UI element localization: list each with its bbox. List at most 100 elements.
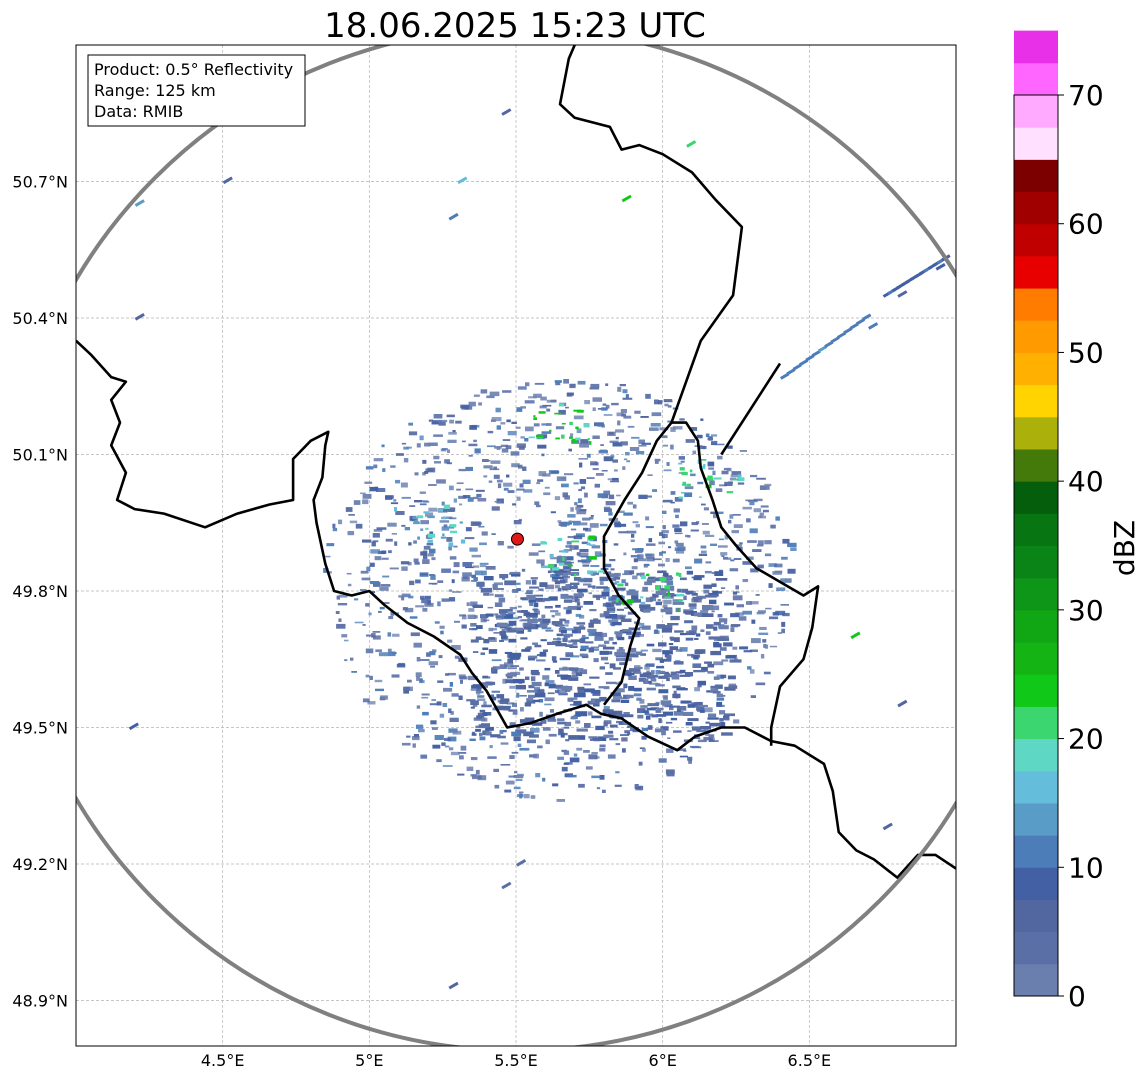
echo-bin [592, 397, 602, 402]
echo-bin [632, 548, 641, 551]
echo-bin [373, 458, 384, 462]
echo-bin [517, 773, 524, 776]
echo-bin [434, 621, 440, 624]
echo-isolated-bin [457, 176, 468, 185]
echo-bin [408, 422, 413, 426]
echo-bin [541, 423, 548, 426]
colorbar-swatch [1014, 963, 1058, 997]
echo-bin [497, 735, 506, 739]
echo-bin [599, 613, 607, 618]
echo-bin [462, 562, 473, 567]
colorbar-swatch [1014, 416, 1058, 450]
echo-bin [669, 706, 674, 711]
echo-bin [703, 707, 713, 713]
echo-bin [551, 621, 563, 625]
echo-bin [658, 670, 666, 674]
echo-bin [661, 627, 672, 633]
echo-bin [696, 649, 706, 654]
echo-bin [526, 594, 536, 600]
echo-bin [391, 674, 400, 678]
echo-bin [672, 685, 681, 689]
echo-bin [616, 608, 624, 611]
echo-bin [547, 570, 552, 574]
echo-bin [473, 439, 477, 443]
echo-bin [564, 633, 573, 637]
echo-bin [493, 474, 500, 479]
echo-bin [499, 664, 507, 669]
echo-bin [583, 750, 590, 753]
echo-bin [719, 718, 724, 722]
echo-bin [533, 602, 539, 608]
echo-bin [578, 590, 583, 596]
echo-bin [332, 527, 338, 532]
colorbar-swatch [1014, 545, 1058, 579]
echo-bin [323, 555, 331, 558]
colorbar-swatch [1014, 802, 1058, 836]
echo-bin [538, 618, 545, 621]
colorbar-swatch [1014, 899, 1058, 933]
echo-bin [485, 726, 494, 731]
echo-bin [652, 489, 658, 492]
echo-bin [676, 671, 683, 674]
echo-bin [687, 704, 696, 708]
echo-bin [345, 507, 353, 512]
echo-bin [468, 401, 476, 407]
echo-bin [569, 757, 580, 763]
echo-bin [774, 563, 783, 568]
echo-bin [532, 722, 543, 726]
echo-bin [407, 561, 412, 566]
echo-bin [727, 675, 736, 680]
echo-bin [703, 589, 710, 594]
echo-bin [602, 646, 615, 650]
echo-bin [585, 641, 594, 644]
echo-bin [692, 450, 696, 455]
echo-bin [750, 695, 756, 698]
echo-bin [667, 737, 671, 739]
echo-strong-bin [678, 496, 684, 499]
echo-bin [719, 647, 727, 651]
echo-bin [603, 587, 610, 592]
echo-bin [664, 704, 673, 708]
echo-bin [503, 487, 509, 491]
echo-bin [686, 570, 693, 575]
echo-bin [675, 514, 679, 519]
echo-bin [483, 701, 487, 707]
echo-bin [422, 459, 427, 464]
echo-bin [593, 618, 599, 621]
echo-bin [743, 650, 753, 653]
echo-bin [701, 503, 706, 506]
echo-bin [615, 682, 622, 685]
echo-bin [404, 527, 410, 531]
echo-bin [603, 456, 614, 462]
echo-bin [543, 649, 548, 652]
echo-bin [712, 590, 718, 595]
echo-bin [574, 668, 584, 673]
echo-bin [516, 629, 524, 634]
echo-bin [578, 488, 582, 492]
echo-bin [627, 672, 632, 677]
echo-bin [746, 556, 754, 560]
echo-bin [688, 603, 697, 607]
echo-bin [612, 459, 618, 463]
echo-bin [603, 706, 610, 711]
echo-bin [688, 630, 697, 635]
echo-bin [660, 588, 668, 591]
echo-bin [494, 446, 502, 449]
echo-strong-bin [558, 562, 565, 566]
echo-isolated-bin [897, 699, 908, 708]
echo-bin [589, 516, 594, 520]
echo-bin [442, 765, 453, 767]
echo-bin [608, 494, 615, 500]
echo-bin [533, 753, 539, 759]
echo-bin [494, 602, 503, 607]
echo-bin [519, 719, 528, 723]
echo-strong-bin [679, 467, 685, 471]
echo-bin [539, 405, 547, 409]
echo-bin [622, 748, 626, 753]
echo-bin [700, 418, 704, 421]
echo-bin [589, 609, 597, 612]
echo-bin [759, 485, 770, 490]
echo-bin [529, 734, 539, 738]
echo-streak-bin [817, 345, 828, 353]
echo-bin [500, 422, 506, 425]
